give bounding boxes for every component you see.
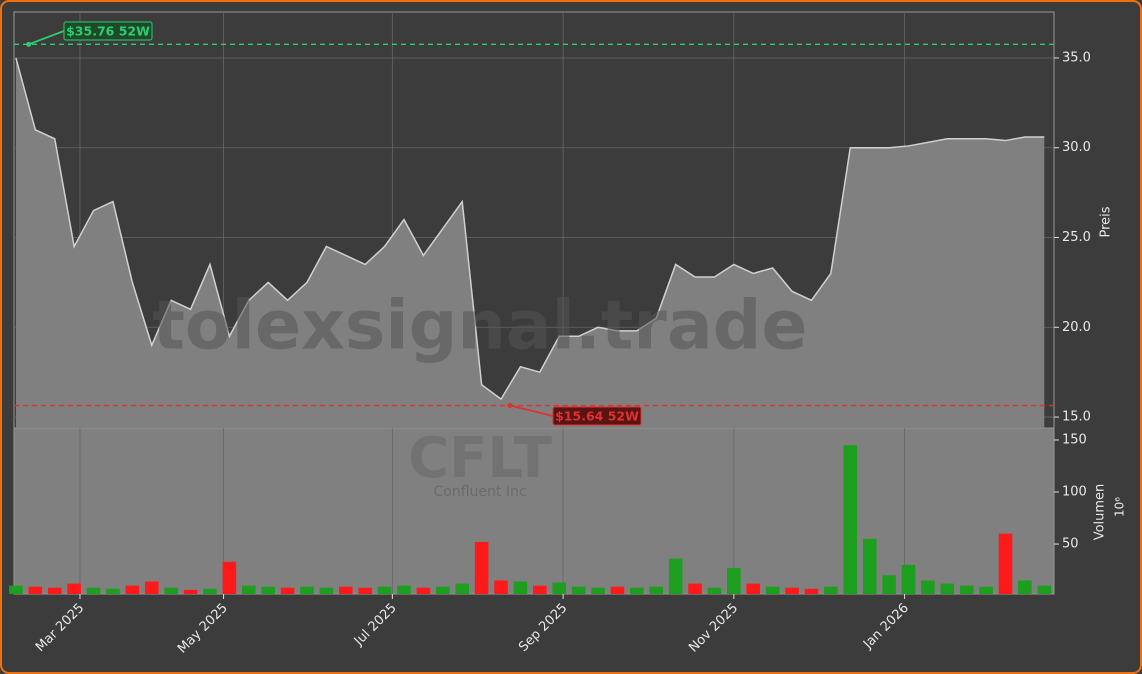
y-label: Preis — [1099, 206, 1114, 237]
y2-label: Volumen — [1093, 484, 1108, 541]
annotation-label: $15.64 52W — [555, 409, 639, 424]
volume-bar — [591, 587, 605, 594]
volume-bar — [804, 588, 819, 594]
volume-bar — [203, 588, 217, 594]
arrow-head — [26, 41, 32, 47]
volume-bar — [455, 583, 469, 594]
volume-bar — [300, 586, 314, 594]
volume-bar — [164, 587, 178, 594]
volume-bar — [746, 583, 761, 594]
volume-bar — [319, 587, 334, 594]
volume-bar — [959, 585, 974, 594]
volume-bar — [474, 541, 489, 594]
company: Confluent Inc — [433, 484, 526, 500]
y-tick-label: 20.0 — [1062, 320, 1091, 335]
price-line — [15, 57, 1045, 401]
volume-bar — [533, 585, 547, 594]
volume-bar — [377, 586, 392, 594]
volume-bar — [785, 587, 799, 594]
volume-bar — [882, 575, 896, 594]
volume-bar — [280, 587, 295, 594]
annotation-arrow — [509, 404, 554, 417]
volume-bar — [649, 586, 664, 594]
y2-tick-label: 100 — [1062, 485, 1087, 500]
watermark: tolexsignal.trade — [152, 287, 807, 366]
volume-bar — [183, 589, 198, 594]
volume-bar — [668, 558, 683, 594]
volume-bar — [358, 587, 372, 594]
volume-bar — [241, 585, 256, 594]
annotation-label: $35.76 52W — [66, 24, 150, 39]
volume-bar — [707, 587, 722, 594]
annotation-box — [552, 406, 642, 426]
volume-bar — [261, 586, 275, 594]
volume-bar — [571, 586, 586, 594]
annotation-box — [63, 21, 153, 41]
y-tick-label: 30.0 — [1062, 140, 1091, 155]
y-tick-label: 25.0 — [1062, 230, 1091, 245]
volume-bar — [1018, 580, 1032, 594]
arrow-head — [507, 403, 513, 409]
volume-bar — [397, 585, 411, 594]
volume-bar — [339, 586, 353, 594]
volume-bar — [998, 533, 1013, 594]
volume-bar — [940, 583, 955, 594]
volume-bar — [28, 586, 43, 594]
volume-bar — [86, 587, 101, 594]
volume-bar — [688, 583, 702, 594]
volume-bar — [862, 538, 877, 594]
annotation-arrow — [28, 30, 65, 46]
volume-bar — [901, 564, 916, 594]
volume-bar — [513, 581, 528, 594]
volume-bar — [106, 588, 120, 594]
volume-bar — [610, 586, 625, 594]
volume-bar — [843, 445, 858, 594]
volume-bar — [436, 586, 450, 594]
volume-bar — [727, 567, 741, 594]
y2-tick-label: 150 — [1062, 432, 1087, 447]
y2-tick-label: 50 — [1062, 537, 1079, 552]
volume-bar — [9, 585, 23, 594]
y-tick-label: 35.0 — [1062, 50, 1091, 65]
volume-bar — [630, 587, 644, 594]
price-area — [15, 57, 1045, 428]
volume-bar — [979, 586, 993, 594]
volume-bar — [921, 580, 935, 594]
volume-bar — [144, 581, 159, 594]
volume-bar — [765, 586, 780, 594]
volume-bar — [125, 585, 140, 594]
volume-bar — [47, 587, 62, 594]
volume-bar — [416, 587, 431, 594]
volume-bar — [824, 586, 838, 594]
volume-bar — [552, 582, 567, 594]
volume-bar — [67, 583, 81, 594]
volume-bar — [1037, 585, 1052, 594]
volume-bar — [222, 561, 237, 594]
y2-unit: 10⁶ — [1113, 497, 1127, 517]
y-tick-label: 15.0 — [1062, 410, 1091, 425]
symbol: CFLT — [408, 426, 552, 491]
volume-bar — [494, 580, 508, 594]
